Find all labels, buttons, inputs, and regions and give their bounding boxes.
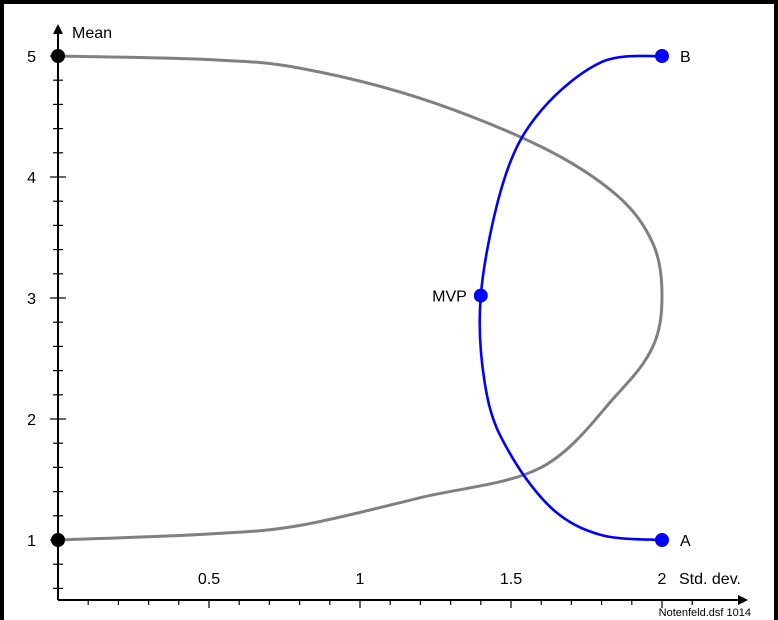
blue-frontier-curve — [478, 54, 663, 542]
y-tick-label: 4 — [27, 170, 36, 187]
y-tick-label: 2 — [27, 412, 36, 429]
x-axis-label: Std. dev. — [679, 571, 741, 588]
point — [51, 49, 65, 63]
point-b — [655, 49, 669, 63]
y-axis-arrow — [53, 24, 63, 34]
point-a — [655, 533, 669, 547]
point — [51, 533, 65, 547]
point-label-b: B — [680, 49, 691, 66]
y-tick-label: 3 — [27, 291, 36, 308]
x-tick-label: 2 — [658, 571, 667, 588]
x-axis-arrow — [738, 595, 748, 605]
x-tick-label: 1.5 — [500, 571, 522, 588]
y-axis-label: Mean — [72, 25, 112, 42]
point-label-a: A — [680, 533, 691, 550]
file-annotation: Notenfeld.dsf 1014 — [659, 607, 751, 619]
x-tick-label: 0.5 — [198, 571, 220, 588]
point-mvp — [473, 288, 488, 303]
x-tick-label: 1 — [356, 571, 365, 588]
y-tick-label: 1 — [27, 533, 36, 550]
gray-frontier-curve — [57, 54, 664, 542]
y-tick-label: 5 — [27, 49, 36, 66]
point-label-mvp: MVP — [432, 289, 467, 306]
